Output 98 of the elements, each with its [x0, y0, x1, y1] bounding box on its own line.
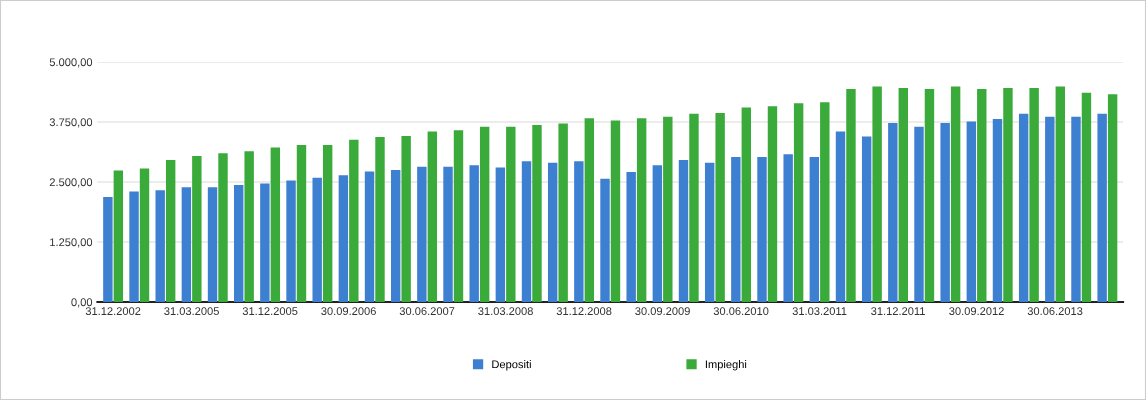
bar [495, 167, 506, 302]
y-tick-label: 1.250,00 [50, 238, 93, 248]
bar [1003, 87, 1013, 302]
x-tick-label: 31.03.2011 [792, 307, 847, 316]
bar [783, 154, 793, 302]
y-tick-label: 0,00 [71, 298, 93, 308]
bar [532, 124, 542, 302]
bar [992, 119, 1003, 302]
bar [731, 157, 741, 302]
x-tick-label: 31.12.2011 [871, 307, 925, 316]
x-tick-label: 31.12.2008 [556, 307, 612, 316]
bar [574, 161, 584, 302]
bar [129, 191, 139, 302]
bar [296, 145, 307, 302]
bar [767, 106, 778, 302]
bar [207, 187, 218, 302]
bar [322, 145, 333, 302]
bar [375, 136, 385, 302]
bar [1029, 87, 1039, 302]
bar [846, 88, 856, 302]
bar [1107, 94, 1118, 302]
bar [506, 126, 516, 302]
bar [521, 161, 532, 302]
legend-label: Impieghi [705, 360, 747, 371]
bar [155, 190, 165, 302]
bar [270, 147, 281, 302]
bar [192, 156, 202, 302]
bar [809, 157, 820, 302]
bar [427, 131, 438, 302]
bar [966, 121, 977, 302]
bar [636, 118, 647, 302]
bar [600, 178, 610, 302]
bar [898, 87, 908, 302]
bar [626, 171, 636, 302]
bar [349, 139, 359, 302]
y-tick-label: 3.750,00 [49, 118, 93, 128]
x-tick-label: 30.09.2009 [635, 307, 690, 316]
bar [757, 157, 767, 302]
bar [1071, 116, 1081, 302]
bar [977, 88, 987, 302]
x-tick-label: 31.12.2002 [85, 307, 141, 316]
bar [218, 153, 228, 302]
legend-label: Depositi [492, 360, 531, 371]
bar [652, 165, 663, 302]
x-tick-label: 31.03.2005 [164, 307, 219, 316]
bar [914, 126, 924, 302]
y-tick-label: 2.500,00 [49, 178, 93, 188]
bar [1081, 92, 1092, 302]
bar [181, 187, 192, 302]
bar [453, 130, 464, 302]
bar [741, 107, 752, 302]
bar [663, 116, 673, 302]
bar [1018, 113, 1029, 302]
bar [417, 166, 427, 302]
bar [390, 170, 401, 302]
bar [286, 180, 296, 302]
bar [469, 165, 479, 302]
x-tick-label: 31.12.2005 [242, 307, 298, 316]
x-tick-label: 31.03.2008 [478, 307, 533, 316]
x-tick-label: 30.06.2010 [713, 307, 769, 316]
bar [103, 196, 113, 302]
bar [872, 86, 882, 302]
bar [233, 184, 244, 302]
bar [820, 102, 830, 302]
x-tick-label: 30.06.2007 [399, 307, 455, 316]
bar [793, 103, 804, 302]
bar [888, 122, 898, 302]
x-tick-label: 30.09.2012 [949, 307, 1004, 316]
bar [610, 120, 621, 302]
bar [312, 177, 322, 302]
bar [940, 122, 950, 302]
bar [861, 136, 872, 302]
y-tick-label: 5.000,00 [49, 58, 93, 68]
bar [715, 112, 725, 302]
bar [704, 162, 715, 302]
bar [1097, 113, 1107, 302]
bar [260, 183, 270, 302]
bar [443, 166, 453, 302]
bar [678, 159, 689, 302]
bar [244, 151, 254, 302]
bar [1045, 116, 1055, 302]
bar [1055, 86, 1065, 302]
bar [950, 86, 961, 302]
bar [584, 118, 595, 302]
bar [364, 171, 375, 302]
bar [338, 175, 349, 302]
bar [547, 162, 558, 302]
bar [835, 131, 846, 302]
bar [479, 126, 490, 302]
bar [401, 135, 411, 302]
bar [113, 170, 124, 302]
bar [558, 123, 568, 302]
bar [689, 113, 699, 302]
bar [924, 88, 935, 302]
x-tick-label: 30.09.2006 [321, 307, 376, 316]
bar [165, 159, 176, 302]
bar [139, 168, 150, 302]
x-tick-label: 30.06.2013 [1027, 307, 1083, 316]
